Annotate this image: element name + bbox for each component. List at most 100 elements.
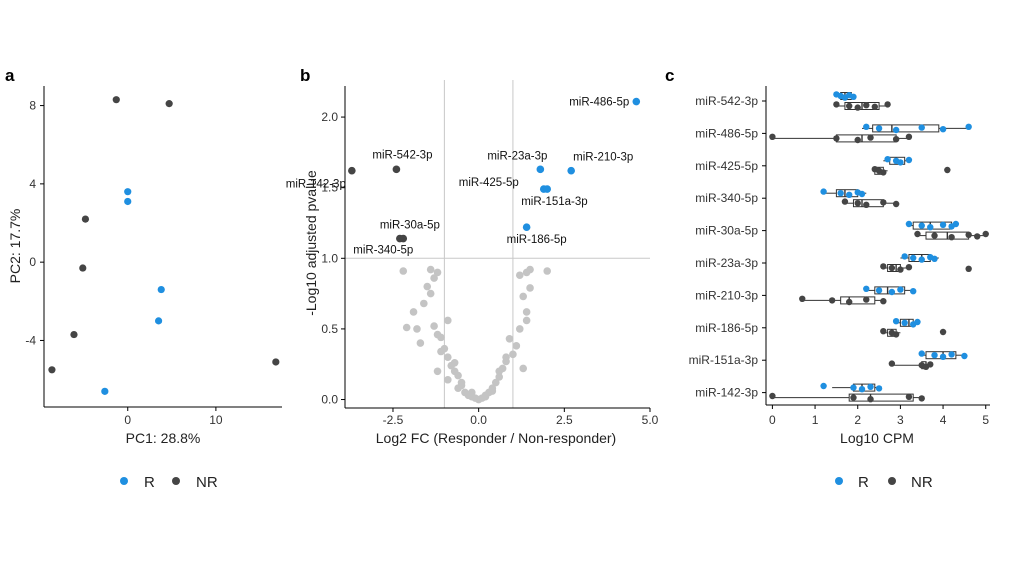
panel-b-y-tick-label: 0.0 — [321, 393, 338, 407]
panel-c-point-r — [914, 318, 921, 326]
panel-a-y-tick-label: -4 — [25, 333, 36, 347]
panel-c-point-r — [901, 319, 908, 326]
panel-b-nonsignificant-points — [399, 265, 551, 404]
legend-right: R NR — [835, 474, 933, 491]
panel-c-point-r — [918, 256, 925, 263]
panel-c-point-nr — [884, 101, 891, 108]
panel-c-point-nr — [854, 104, 861, 111]
panel-c-category-label: miR-186-5p — [695, 321, 758, 335]
panel-c-point-r — [910, 254, 917, 262]
panel-b-nonsignificant-point — [512, 342, 521, 350]
panel-c-point-nr — [863, 201, 870, 208]
panel-c-category-label: miR-340-5p — [695, 191, 758, 205]
panel-c-point-nr — [974, 233, 981, 240]
panel-b-point-label: miR-210-3p — [573, 152, 633, 164]
panel-a-y-tick-label: 4 — [29, 177, 36, 191]
panel-c-point-nr — [880, 298, 887, 305]
panel-b-nonsignificant-point — [402, 323, 411, 332]
panel-b-point-label: miR-486-5p — [569, 97, 629, 109]
panel-c-point-r — [905, 156, 913, 164]
panel-b-nonsignificant-point — [515, 271, 524, 280]
panel-b-nonsignificant-point — [413, 325, 421, 333]
panel-a-point-nr — [81, 215, 90, 223]
panel-b-point-r — [543, 185, 551, 193]
panel-c-point-nr — [863, 102, 870, 109]
panel-c-point-r — [948, 351, 955, 358]
panel-c-points — [769, 91, 989, 403]
panel-c-point-nr — [854, 200, 861, 207]
panel-c-point-nr — [880, 199, 887, 206]
panel-b-nonsignificant-point — [440, 344, 449, 353]
panel-c-point-r — [863, 123, 870, 130]
panel-a-point-r — [124, 197, 132, 206]
panel-c-point-nr — [880, 263, 887, 270]
panel-c-point-nr — [982, 230, 989, 238]
panel-c-point-nr — [769, 133, 776, 140]
panel-c-point-r — [875, 385, 883, 392]
panel-a-point-nr — [165, 100, 173, 108]
panel-c-box-nr — [840, 296, 876, 305]
panel-a-point-nr — [70, 330, 78, 339]
panel-c-x-tick-label: 3 — [897, 413, 904, 427]
panel-b-point-nr — [392, 165, 401, 174]
panel-a: a 0 10 -4 0 4 8 PC1: 28.8% PC2: 17.7% — [5, 66, 282, 446]
panel-c-point-nr — [897, 266, 904, 273]
panel-b-point-label: miR-23a-3p — [487, 150, 547, 162]
panel-b-nonsignificant-point — [502, 353, 510, 361]
panel-b-nonsignificant-point — [399, 267, 408, 275]
panel-c-point-nr — [931, 232, 938, 239]
panel-c-category-label: miR-542-3p — [695, 94, 758, 108]
panel-c-point-r — [875, 287, 883, 294]
panel-c-category-label: miR-425-5p — [695, 159, 758, 173]
panel-c-point-r — [892, 126, 900, 134]
panel-b-nonsignificant-point — [420, 299, 428, 308]
panel-a-point-nr — [48, 366, 56, 374]
panel-c-point-r — [820, 188, 827, 195]
legend-right-r-label: R — [858, 474, 869, 491]
panel-c-point-r — [931, 255, 938, 262]
panel-b-point-label: miR-425-5p — [459, 177, 519, 189]
panel-b-nonsignificant-point — [457, 381, 466, 390]
panel-a-point-r — [101, 387, 109, 395]
panel-c-box-r — [872, 124, 940, 133]
panel-b-point-nr — [399, 234, 408, 243]
panel-c-point-nr — [871, 103, 878, 111]
panel-b-nonsignificant-point — [433, 268, 442, 277]
panel-b-nonsignificant-point — [509, 350, 517, 359]
panel-b-nonsignificant-point — [505, 334, 514, 343]
panel-c-point-nr — [867, 134, 874, 141]
panel-c-category-label: miR-151a-3p — [689, 353, 759, 367]
panel-b-x-tick-label: 2.5 — [556, 413, 573, 427]
legend-right-r-dot — [835, 477, 843, 485]
panel-c-x-tick-label: 5 — [982, 413, 989, 427]
panel-b-nonsignificant-point — [467, 388, 476, 397]
panel-b: b -2.5 0.0 2.5 5.0 0.0 0.5 1.0 1.5 2.0 miR-486-5… — [286, 66, 659, 446]
panel-b-point-label: miR-30a-5p — [380, 220, 440, 232]
panel-c: c 0 1 2 3 4 5 miR-542-3p miR-486-5p miR-425-5p mi… — [665, 66, 990, 446]
panel-c-point-nr — [965, 265, 972, 272]
panel-c-point-nr — [914, 230, 921, 238]
panel-a-ticks: 0 10 -4 0 4 8 — [25, 99, 223, 427]
panel-c-point-nr — [948, 234, 955, 241]
panel-b-point-label: miR-340-5p — [353, 245, 413, 257]
panel-b-x-tick-label: 0.0 — [470, 413, 487, 427]
panel-b-nonsignificant-point — [526, 265, 534, 274]
panel-c-point-nr — [905, 133, 913, 140]
panel-c-point-nr — [888, 264, 896, 272]
panel-a-point-nr — [112, 96, 120, 104]
panel-c-point-r — [850, 384, 857, 391]
panel-c-point-r — [939, 126, 947, 133]
panel-c-letter: c — [665, 66, 674, 85]
panel-b-point-label: miR-151a-3p — [521, 196, 587, 208]
panel-b-x-tick-label: -2.5 — [383, 413, 404, 427]
panel-b-nonsignificant-point — [481, 392, 490, 401]
panel-c-category-label: miR-486-5p — [695, 126, 758, 140]
panel-c-category-label: miR-210-3p — [695, 288, 758, 302]
panel-b-nonsignificant-point — [488, 387, 497, 395]
panel-a-x-title: PC1: 28.8% — [126, 430, 201, 446]
panel-c-point-r — [888, 288, 896, 296]
panel-c-point-r — [897, 286, 904, 293]
panel-b-point-labels: miR-486-5p miR-542-3p miR-142-3p miR-23a-3p… — [286, 97, 633, 257]
panel-c-point-r — [884, 156, 891, 163]
